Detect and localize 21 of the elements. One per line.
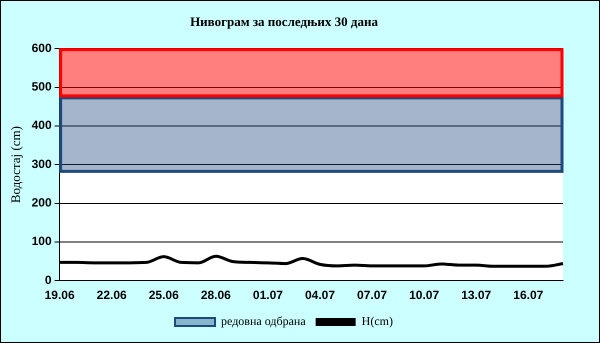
x-tick-label: 13.07 [461,288,492,302]
chart-title: Нивограм за последњих 30 дана [190,14,378,30]
y-tick-label: 400 [32,118,52,132]
y-tick-label: 300 [32,156,52,171]
x-tick-label: 25.06 [148,288,180,302]
y-tick-label: 600 [32,40,52,55]
legend-label: редовна одбрана [221,314,306,328]
y-axis-title: Водостај (cm) [8,126,24,204]
x-tick-label: 16.07 [513,288,544,302]
y-tick-label: 500 [32,80,52,94]
x-tick-label: 07.07 [357,288,388,302]
x-tick-label: 22.06 [96,288,128,302]
x-tick-label: 04.07 [304,288,336,302]
y-tick-label: 100 [32,234,52,248]
legend-label: H(cm) [362,314,393,328]
x-tick-label: 01.07 [252,288,284,302]
x-tick-label: 10.07 [409,288,440,302]
x-tick-label: 19.06 [44,288,75,302]
y-tick-label: 200 [32,196,52,210]
y-tick-label: 0 [44,272,52,287]
x-tick-label: 28.06 [200,288,232,302]
